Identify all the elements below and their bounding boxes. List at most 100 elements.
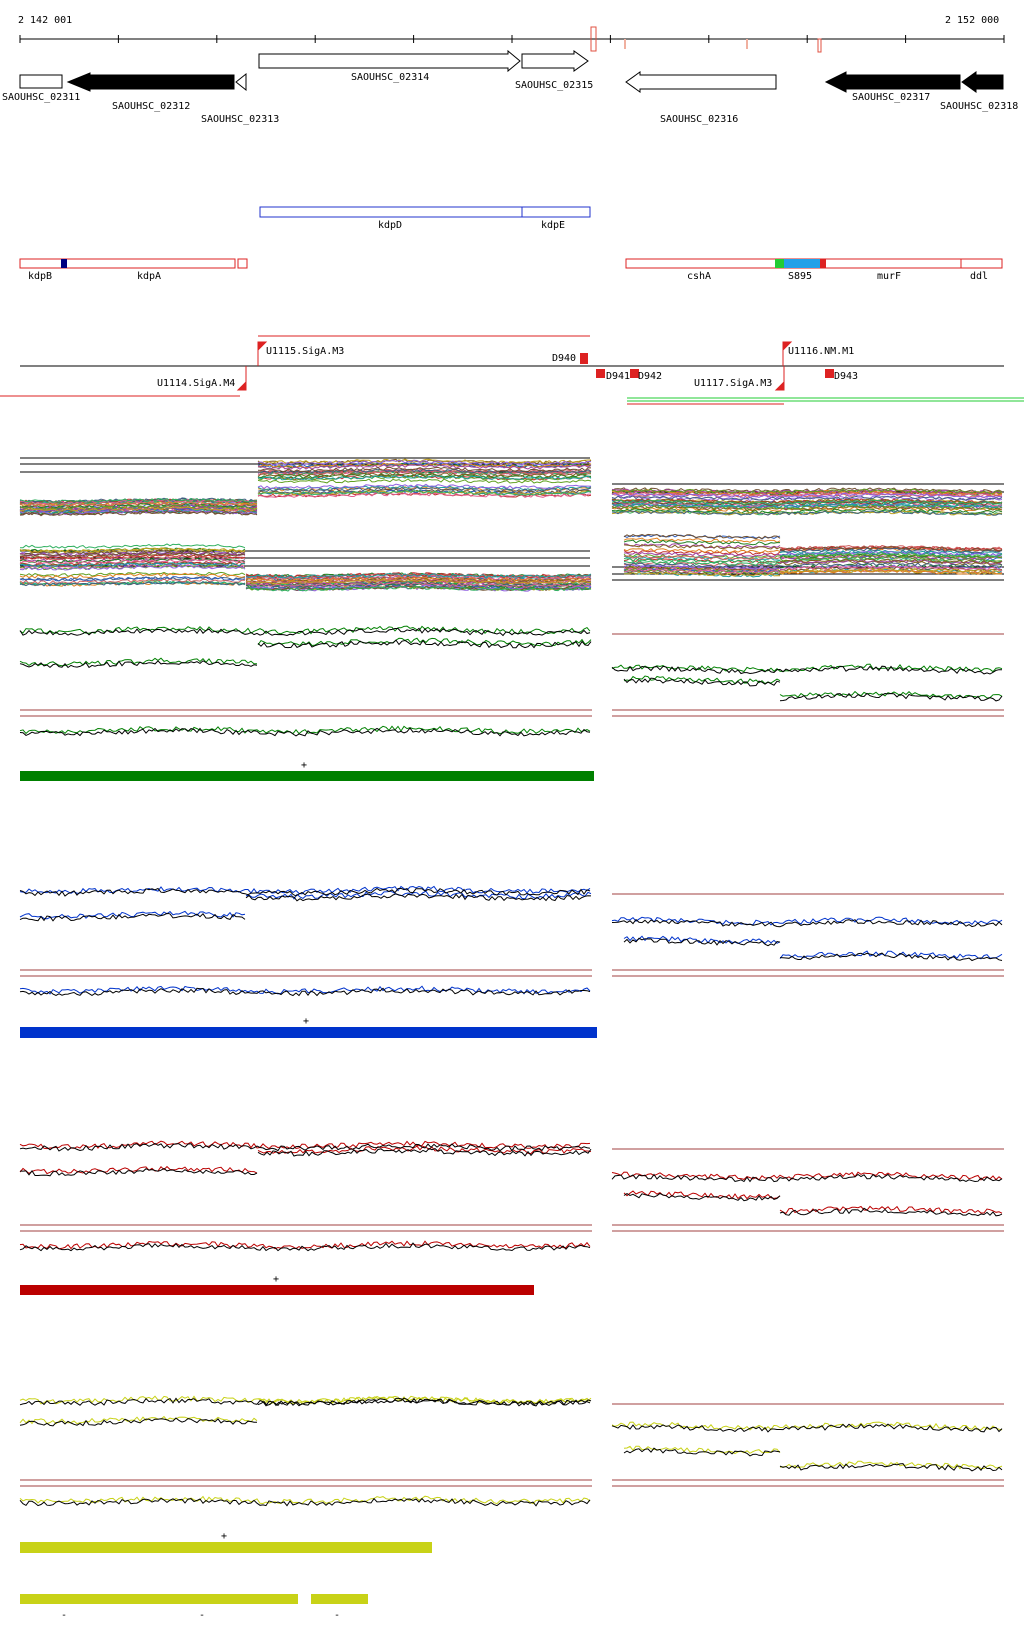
signal-trace (19, 1145, 1003, 1181)
operon-label-kdpa: kdpA (137, 271, 161, 282)
gene-saouhsc-02317[interactable]: SAOUHSC_02317 (824, 71, 961, 103)
strand-marker: - (334, 1610, 340, 1621)
condition-panel-blue: + (19, 885, 1004, 1038)
gene-label: SAOUHSC_02314 (351, 72, 429, 83)
signal-trace (19, 627, 591, 637)
promoter-track: U1115.SigA.M3 U1114.SigA.M4 D940 D941 D9… (0, 335, 1024, 405)
strand-marker: + (303, 1016, 309, 1027)
gene-saouhsc-02318[interactable]: SAOUHSC_02318 (940, 71, 1018, 112)
operon-label-csha: cshA (687, 271, 711, 282)
condition-bar-yellow (20, 1594, 298, 1604)
operon-label-murf: murF (877, 271, 901, 282)
gene-label: SAOUHSC_02311 (2, 92, 80, 103)
operon-label-kdpe: kdpE (541, 220, 565, 231)
profile-trace-upper (19, 478, 1003, 510)
gene-saouhsc-02311[interactable]: SAOUHSC_02311 (2, 74, 80, 103)
gene-label: SAOUHSC_02318 (940, 101, 1018, 112)
signal-trace (19, 1142, 591, 1152)
signal-trace (19, 677, 1003, 737)
ruler-start-label: 2 142 001 (18, 15, 72, 26)
s895-green (775, 259, 784, 268)
coordinate-ruler: 2 142 001 2 152 000 (18, 15, 1005, 53)
promoter-label: D940 (552, 353, 576, 364)
profile-trace-upper (19, 490, 1003, 506)
condition-bar-red (20, 1285, 534, 1295)
ruler-end-label: 2 152 000 (945, 15, 999, 26)
profile-trace-upper (19, 468, 1003, 516)
profile-trace-lower (19, 549, 1003, 579)
signal-trace (19, 1140, 591, 1150)
operon-label-kdpd: kdpD (378, 220, 402, 231)
operon-label-ddl: ddl (970, 271, 988, 282)
gene-label: SAOUHSC_02313 (201, 114, 279, 125)
profile-trace-lower (19, 558, 1003, 584)
condition-panel-green: + (19, 625, 1004, 781)
signal-trace (19, 1190, 1003, 1250)
profile-trace-lower (19, 558, 1003, 588)
profile-trace-lower (19, 554, 1003, 579)
gene-label: SAOUHSC_02312 (112, 101, 190, 112)
ruler-marker (590, 26, 597, 52)
strand-marker: + (221, 1531, 227, 1542)
signal-trace (19, 1192, 1003, 1252)
operon-label-kdpb: kdpB (28, 271, 52, 282)
condition-bar-yellow (20, 1542, 432, 1553)
gene-label: SAOUHSC_02317 (852, 92, 930, 103)
promoter-label: U1114.SigA.M4 (157, 378, 235, 389)
strand-marker: + (301, 760, 307, 771)
gene-saouhsc-02316[interactable]: SAOUHSC_02316 (625, 71, 777, 125)
multi-condition-expression-profiles (19, 457, 1004, 592)
profile-trace-lower (19, 547, 1003, 585)
strand-marker: - (61, 1610, 67, 1621)
operon-track-blue: kdpD kdpE (259, 206, 591, 231)
gene-label: SAOUHSC_02316 (660, 114, 738, 125)
gene-saouhsc-02312[interactable]: SAOUHSC_02312 (66, 72, 235, 112)
operon-track-red: kdpB kdpA cshA S895 murF ddl (19, 258, 1003, 282)
ruler-marker (746, 39, 748, 49)
promoter-label: U1115.SigA.M3 (266, 346, 344, 357)
signal-trace (19, 887, 591, 897)
signal-trace (19, 637, 1003, 673)
signal-trace (19, 1397, 591, 1407)
signal-trace (19, 1447, 1003, 1507)
profile-trace-upper (20, 473, 1003, 515)
ruler-ticks (19, 35, 1005, 43)
signal-trace (19, 937, 1003, 997)
signal-trace (19, 625, 591, 635)
condition-bar-blue (20, 1027, 597, 1038)
profile-trace-lower (19, 545, 1003, 579)
gene-saouhsc-02315[interactable]: SAOUHSC_02315 (515, 50, 593, 91)
promoter-label: D941 (606, 371, 630, 382)
signal-trace (19, 1397, 1003, 1433)
signal-trace (19, 639, 1003, 675)
profile-trace-lower (20, 543, 1003, 592)
signal-trace (19, 893, 1003, 928)
signal-trace (19, 1445, 1003, 1505)
profile-trace-upper (19, 474, 1003, 515)
signal-trace (19, 675, 1003, 735)
strand-marker: - (199, 1610, 205, 1621)
kdpb-marker (61, 259, 67, 268)
promoter-label: U1117.SigA.M3 (694, 378, 772, 389)
operon-label-s895: S895 (788, 271, 812, 282)
ruler-marker (624, 39, 626, 49)
signal-trace (19, 1395, 591, 1405)
gene-saouhsc-02314[interactable]: SAOUHSC_02314 (258, 49, 521, 83)
signal-trace (19, 935, 1003, 995)
promoter-label: U1116.NM.M1 (788, 346, 854, 357)
gene-track: SAOUHSC_02311 SAOUHSC_02312 SAOUHSC_0231… (2, 49, 1018, 125)
signal-trace (20, 1147, 1003, 1183)
signal-trace (19, 885, 591, 895)
strand-marker: + (273, 1274, 279, 1285)
condition-bar-yellow (311, 1594, 368, 1604)
s895-blue (784, 259, 820, 268)
profile-trace-lower (19, 557, 1003, 587)
condition-panel-yellow: + - - - (19, 1395, 1004, 1621)
condition-panel-red: + (19, 1140, 1004, 1295)
gene-saouhsc-02313[interactable]: SAOUHSC_02313 (201, 72, 279, 125)
promoter-label: D943 (834, 371, 858, 382)
profile-trace-lower (19, 548, 1003, 583)
condition-bar-green (20, 771, 594, 781)
ruler-marker (817, 38, 822, 53)
